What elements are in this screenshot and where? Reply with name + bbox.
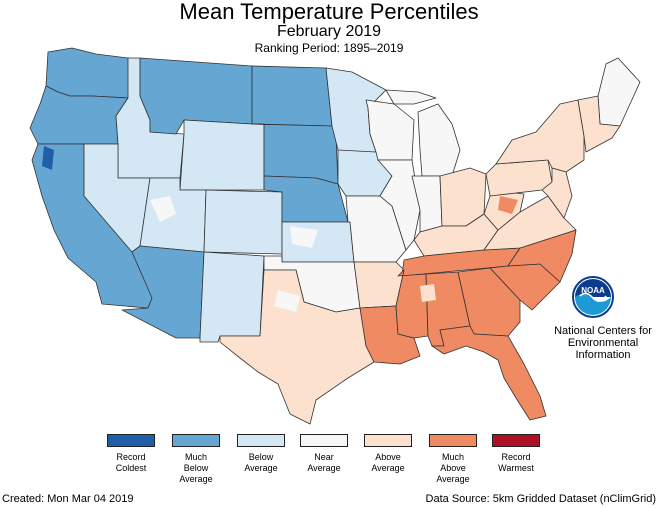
legend-swatch <box>172 434 220 447</box>
noaa-logo: NOAA <box>572 276 614 318</box>
noaa-logo-text: NOAA <box>581 286 605 295</box>
region-south-dakota <box>251 123 339 185</box>
region-mid-atlantic <box>541 167 573 219</box>
legend-item-above: Above Average <box>357 434 419 474</box>
ranking-period: Ranking Period: 1895–2019 <box>254 41 404 55</box>
legend-item-much-below: Much Below Average <box>165 434 227 485</box>
data-source: Data Source: 5km Gridded Dataset (nClimG… <box>425 493 656 505</box>
org-name: National Centers for Environmental Infor… <box>554 325 652 361</box>
map-subtitle: February 2019 <box>276 23 382 40</box>
legend-label: Above Average <box>371 452 405 473</box>
map-title: Mean Temperature Percentiles <box>179 0 479 24</box>
legend-swatch <box>237 434 285 447</box>
legend: Record Coldest Much Below Average Below Av… <box>100 434 540 494</box>
legend-item-record-coldest: Record Coldest <box>100 434 162 474</box>
region-new-england <box>577 95 621 153</box>
legend-item-much-above: Much Above Average <box>422 434 484 485</box>
region-michigan <box>385 89 461 177</box>
legend-label: Record Coldest <box>115 452 147 473</box>
region-new-mexico <box>199 251 265 343</box>
legend-item-record-warmest: Record Warmest <box>485 434 547 474</box>
created-date: Created: Mon Mar 04 2019 <box>2 493 134 505</box>
legend-swatch <box>364 434 412 447</box>
region-washington <box>45 47 131 99</box>
region-texas <box>219 269 375 425</box>
region-patch <box>274 290 300 312</box>
legend-label: Below Average <box>244 452 278 473</box>
region-north-dakota <box>251 65 333 127</box>
region-wyoming <box>179 119 265 191</box>
region-florida <box>431 325 547 421</box>
legend-swatch <box>492 434 540 447</box>
legend-swatch <box>300 434 348 447</box>
region-patch <box>498 196 518 214</box>
legend-label: Record Warmest <box>498 452 534 473</box>
region-colorado <box>203 189 283 255</box>
legend-swatch <box>107 434 155 447</box>
legend-label: Near Average <box>307 452 341 473</box>
legend-swatch <box>429 434 477 447</box>
region-patch <box>42 146 54 170</box>
region-arkansas <box>353 261 405 309</box>
region-patch <box>150 196 176 222</box>
legend-item-near: Near Average <box>293 434 355 474</box>
region-maine <box>597 57 641 127</box>
region-patch <box>290 226 318 248</box>
legend-label: Much Below Average <box>179 452 213 484</box>
legend-item-below: Below Average <box>230 434 292 474</box>
legend-label: Much Above Average <box>436 452 470 484</box>
region-patch <box>420 284 436 302</box>
